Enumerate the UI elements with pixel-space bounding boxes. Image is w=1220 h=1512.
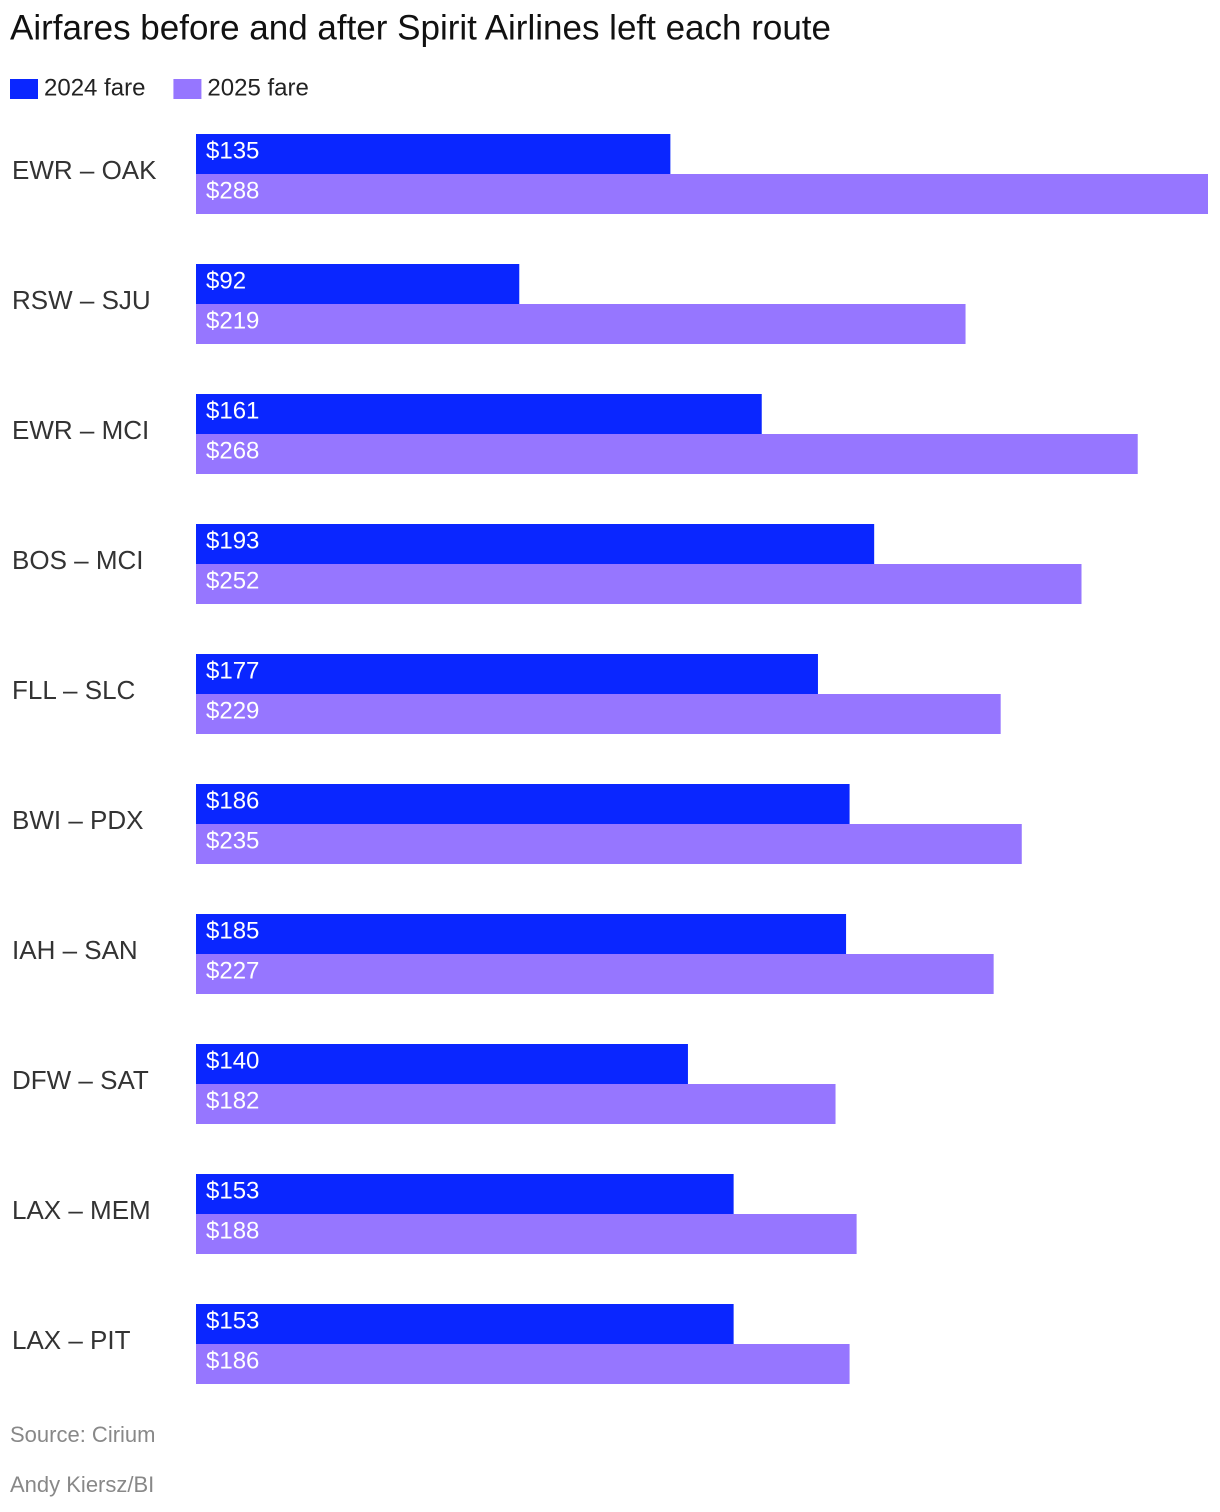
value-label: $186 xyxy=(206,787,259,814)
bar xyxy=(196,394,762,434)
value-label: $135 xyxy=(206,137,259,164)
value-label: $161 xyxy=(206,397,259,424)
bar xyxy=(196,564,1082,604)
value-label: $186 xyxy=(206,1347,259,1374)
value-label: $92 xyxy=(206,267,246,294)
legend-label: 2024 fare xyxy=(44,74,145,101)
value-label: $252 xyxy=(206,567,259,594)
legend-swatch xyxy=(173,79,202,99)
category-label: RSW – SJU xyxy=(12,285,151,315)
bar xyxy=(196,1044,688,1084)
value-label: $185 xyxy=(206,917,259,944)
value-label: $182 xyxy=(206,1087,259,1114)
legend-label: 2025 fare xyxy=(207,74,308,101)
bar xyxy=(196,434,1138,474)
legend-swatch xyxy=(10,79,38,99)
bar xyxy=(196,524,875,564)
category-label: LAX – PIT xyxy=(12,1325,131,1355)
bar xyxy=(196,824,1022,864)
credit: Andy Kiersz/BI xyxy=(10,1472,154,1497)
category-label: BWI – PDX xyxy=(12,805,143,835)
chart-title: Airfares before and after Spirit Airline… xyxy=(10,8,831,47)
category-label: BOS – MCI xyxy=(12,545,143,575)
category-label: IAH – SAN xyxy=(12,935,138,965)
bar xyxy=(196,1214,857,1254)
value-label: $140 xyxy=(206,1047,259,1074)
bar xyxy=(196,1084,836,1124)
bar xyxy=(196,174,1208,214)
value-label: $177 xyxy=(206,657,259,684)
category-label: EWR – OAK xyxy=(12,155,157,185)
category-label: EWR – MCI xyxy=(12,415,149,445)
category-label: DFW – SAT xyxy=(12,1065,149,1095)
value-label: $188 xyxy=(206,1217,259,1244)
bar xyxy=(196,914,847,954)
source: Source: Cirium xyxy=(10,1422,155,1447)
bar xyxy=(196,134,671,174)
bar xyxy=(196,954,994,994)
value-label: $235 xyxy=(206,827,259,854)
value-label: $193 xyxy=(206,527,259,554)
bar xyxy=(196,1344,850,1384)
bar xyxy=(196,784,850,824)
bar xyxy=(196,694,1001,734)
value-label: $153 xyxy=(206,1307,259,1334)
value-label: $227 xyxy=(206,957,259,984)
bar xyxy=(196,304,966,344)
bar xyxy=(196,1174,734,1214)
bar xyxy=(196,1304,734,1344)
category-label: LAX – MEM xyxy=(12,1195,151,1225)
value-label: $288 xyxy=(206,177,259,204)
category-label: FLL – SLC xyxy=(12,675,135,705)
value-label: $219 xyxy=(206,307,259,334)
value-label: $268 xyxy=(206,437,259,464)
value-label: $229 xyxy=(206,697,259,724)
bar xyxy=(196,264,520,304)
bar xyxy=(196,654,818,694)
value-label: $153 xyxy=(206,1177,259,1204)
